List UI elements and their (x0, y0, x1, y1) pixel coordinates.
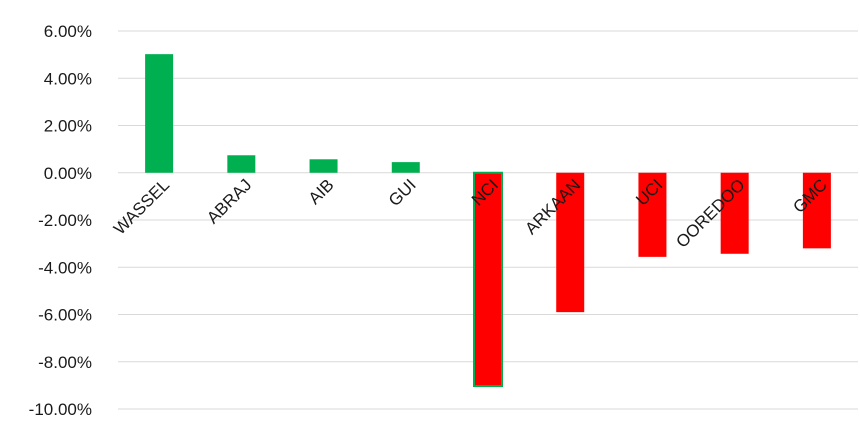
bar-arkaan (556, 172, 585, 313)
bar-gmc (802, 172, 831, 249)
y-tick-label: -6.00% (38, 306, 92, 325)
bar-wassel (145, 54, 174, 173)
y-tick-label: -8.00% (38, 353, 92, 372)
bar-ooredoo (720, 172, 749, 254)
y-tick-label: 4.00% (44, 69, 92, 88)
category-label-wassel: WASSEL (110, 175, 173, 238)
y-tick-label: -2.00% (38, 211, 92, 230)
bar-aib (309, 159, 338, 173)
category-label-aib: AIB (305, 175, 338, 208)
bar-abraj (227, 155, 256, 173)
bar-nci (473, 171, 503, 388)
y-tick-label: 2.00% (44, 117, 92, 136)
y-tick-label: 6.00% (44, 22, 92, 41)
y-tick-label: 0.00% (44, 164, 92, 183)
bar-uci (638, 172, 667, 257)
bars (145, 54, 831, 388)
y-tick-label: -4.00% (38, 258, 92, 277)
category-label-gui: GUI (385, 175, 420, 210)
y-axis-tick-labels: 6.00% 4.00% 2.00% 0.00% -2.00% -4.00% -6.00% -8… (29, 22, 92, 419)
bar-gui (391, 162, 420, 173)
y-tick-label: -10.00% (29, 400, 92, 419)
